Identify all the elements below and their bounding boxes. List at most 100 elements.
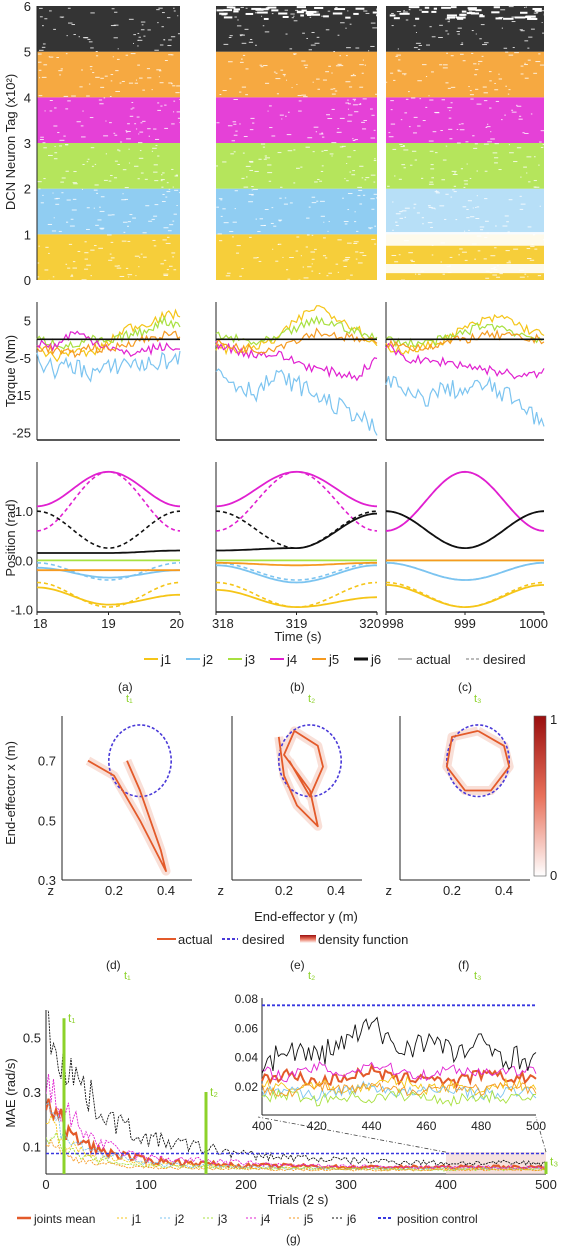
raster-gap (165, 242, 171, 244)
raster-gap (232, 221, 237, 223)
raster-gap (116, 267, 122, 269)
raster-gap (529, 259, 535, 261)
raster-gap (167, 45, 172, 47)
raster-gap (143, 35, 146, 37)
raster-gap (173, 269, 177, 271)
raster-gap (173, 7, 175, 9)
raster-gap (81, 136, 86, 138)
raster-gap (540, 146, 544, 148)
raster-gap (164, 104, 167, 106)
raster-gap (245, 7, 248, 9)
raster-gap (171, 83, 173, 85)
raster-gap (353, 241, 359, 243)
raster-gap (113, 177, 118, 179)
raster-gap (105, 120, 107, 122)
raster-gap (49, 100, 53, 102)
raster-gap (351, 75, 357, 77)
raster-gap (67, 100, 71, 102)
raster-gap (86, 161, 89, 163)
raster-gap (477, 250, 481, 252)
raster-gap (484, 220, 489, 222)
raster-gap (259, 8, 269, 11)
position-panel-1: 18 19 20 1.0 0.0 -1.0 (11, 462, 184, 631)
raster-gap (355, 7, 365, 10)
raster-gap (413, 25, 416, 27)
raster-gap (511, 21, 516, 23)
raster-gap (161, 186, 164, 188)
raster-gap (478, 60, 483, 62)
raster-gap (245, 94, 249, 96)
raster-gap (258, 158, 262, 160)
raster-gap (216, 165, 219, 167)
raster-gap (350, 75, 353, 77)
raster-gap (110, 257, 115, 259)
raster-gap (453, 185, 457, 187)
raster-gap (322, 79, 327, 81)
raster-gap (58, 70, 63, 72)
raster-gap (296, 83, 298, 85)
raster-gap (177, 33, 182, 35)
raster-gap (176, 205, 178, 207)
raster-gap (472, 135, 475, 137)
raster-gap (352, 98, 357, 100)
raster-gap (351, 174, 356, 176)
raster-gap (397, 70, 402, 72)
raster-gap (244, 28, 249, 30)
raster-gap (342, 260, 348, 262)
raster-gap (95, 55, 99, 57)
position-actual-j4 (36, 470, 181, 508)
raster-gap (462, 206, 467, 208)
raster-gap (340, 22, 345, 24)
raster-gap (270, 222, 274, 224)
raster-gap (461, 123, 464, 125)
raster-gap (48, 56, 50, 58)
raster-gap (142, 89, 145, 91)
torque-line-j3 (36, 314, 181, 350)
raster-gap (114, 160, 118, 162)
raster-gap (425, 106, 428, 108)
raster-gap (65, 263, 68, 265)
raster-gap (400, 279, 406, 281)
position-xtick-label: 320 (359, 616, 381, 631)
raster-gap (111, 8, 115, 10)
raster-gap (48, 279, 51, 281)
inset-line-j5 (261, 1080, 537, 1098)
raster-gap (241, 268, 244, 270)
raster-gap (344, 258, 350, 260)
raster-gap (273, 225, 277, 227)
raster-gap (115, 90, 120, 92)
ee-panel-e: 0.2 0.4 z (218, 716, 362, 898)
raster-gap (441, 179, 446, 181)
raster-gap (459, 248, 463, 250)
raster-gap (241, 58, 243, 60)
raster-gap (179, 192, 182, 194)
raster-gap (390, 100, 394, 102)
raster-gap (54, 198, 58, 200)
raster-gap (533, 72, 538, 74)
raster-gap (402, 73, 407, 75)
raster-gap (533, 156, 536, 158)
legend-j2: j2 (202, 652, 213, 667)
raster-band-j4 (386, 97, 544, 143)
raster-gap (271, 9, 279, 12)
raster-gap (140, 122, 143, 124)
raster-gap (411, 260, 415, 262)
raster-gap (256, 257, 259, 259)
position-desired-j4 (36, 470, 181, 532)
position-desired-j6 (215, 510, 378, 549)
raster-gap (450, 86, 456, 88)
raster-gap (68, 22, 73, 24)
raster-gap (490, 138, 495, 140)
raster-gap (306, 217, 310, 219)
raster-gap (300, 166, 303, 168)
raster-gap (152, 239, 156, 241)
raster-gap (362, 255, 367, 257)
raster-gap (468, 229, 470, 231)
raster-gap (218, 198, 223, 200)
raster-gap (93, 245, 97, 247)
inset-xtick-label: 400 (252, 1119, 272, 1133)
colorbar-gradient (533, 715, 547, 877)
mae-ylabel: MAE (rad/s) (3, 1058, 18, 1127)
raster-gap (163, 39, 165, 41)
raster-gap (441, 99, 446, 101)
